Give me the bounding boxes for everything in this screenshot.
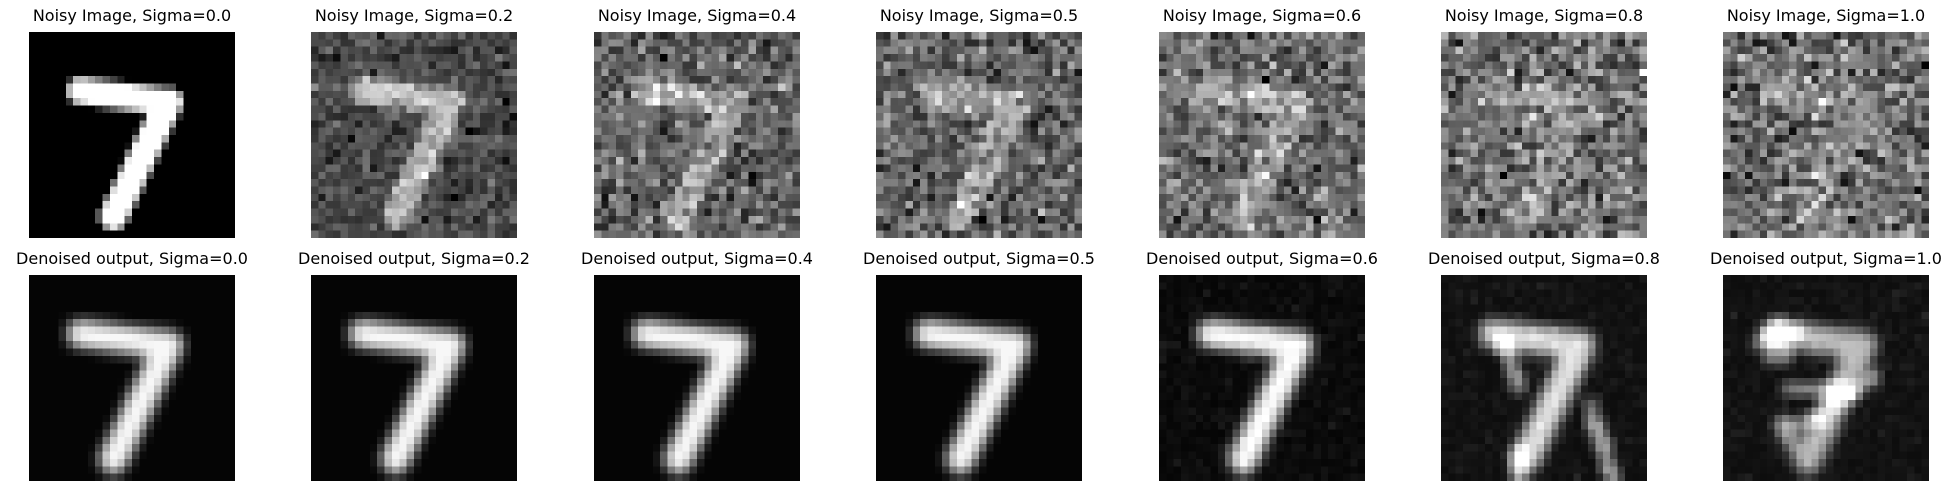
noisy-image — [1441, 32, 1647, 238]
denoised-image — [594, 275, 800, 481]
noisy-panel-title: Noisy Image, Sigma=0.5 — [879, 6, 1079, 25]
denoised-image — [876, 275, 1082, 481]
denoised-image — [1159, 275, 1365, 481]
denoised-panel-title: Denoised output, Sigma=0.2 — [298, 249, 530, 268]
noisy-panel-title: Noisy Image, Sigma=0.6 — [1162, 6, 1362, 25]
denoised-image — [29, 275, 235, 481]
noisy-image — [1159, 32, 1365, 238]
noisy-image — [1723, 32, 1929, 238]
noisy-panel-title: Noisy Image, Sigma=0.0 — [32, 6, 232, 25]
denoised-panel-title: Denoised output, Sigma=0.4 — [581, 249, 813, 268]
noisy-image — [311, 32, 517, 238]
denoised-panel-title: Denoised output, Sigma=0.5 — [863, 249, 1095, 268]
denoised-image — [311, 275, 517, 481]
noisy-image — [594, 32, 800, 238]
denoised-panel-title: Denoised output, Sigma=0.0 — [16, 249, 248, 268]
denoised-panel-title: Denoised output, Sigma=0.6 — [1146, 249, 1378, 268]
denoised-panel-title: Denoised output, Sigma=1.0 — [1710, 249, 1942, 268]
noisy-image — [876, 32, 1082, 238]
denoised-image — [1441, 275, 1647, 481]
noisy-panel-title: Noisy Image, Sigma=0.2 — [314, 6, 514, 25]
noisy-image — [29, 32, 235, 238]
noisy-panel-title: Noisy Image, Sigma=1.0 — [1726, 6, 1926, 25]
denoised-image — [1723, 275, 1929, 481]
noisy-panel-title: Noisy Image, Sigma=0.4 — [597, 6, 797, 25]
noisy-panel-title: Noisy Image, Sigma=0.8 — [1444, 6, 1644, 25]
denoised-panel-title: Denoised output, Sigma=0.8 — [1428, 249, 1660, 268]
